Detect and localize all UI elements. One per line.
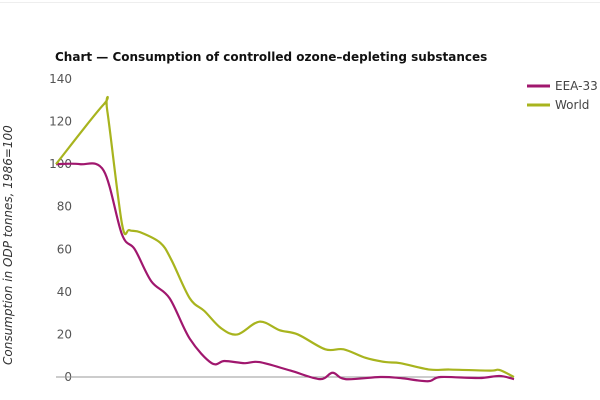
y-tick-label: 40 <box>57 285 72 299</box>
chart-title: Chart — Consumption of controlled ozone–… <box>55 50 487 64</box>
y-axis-label: Consumption in ODP tonnes, 1986=100 <box>1 125 15 365</box>
y-tick-label: 80 <box>57 200 72 214</box>
series-line-world[interactable] <box>55 95 515 378</box>
series-line-eea33[interactable] <box>55 162 515 383</box>
y-tick-label: 60 <box>57 242 72 256</box>
y-tick-label: 140 <box>49 72 72 86</box>
top-divider <box>0 2 600 3</box>
y-tick-label: 20 <box>57 327 72 341</box>
y-tick-label: 120 <box>49 115 72 129</box>
legend: EEA-33 World <box>527 79 598 112</box>
legend-label-eea33[interactable]: EEA-33 <box>555 79 598 93</box>
legend-label-world[interactable]: World <box>555 98 589 112</box>
